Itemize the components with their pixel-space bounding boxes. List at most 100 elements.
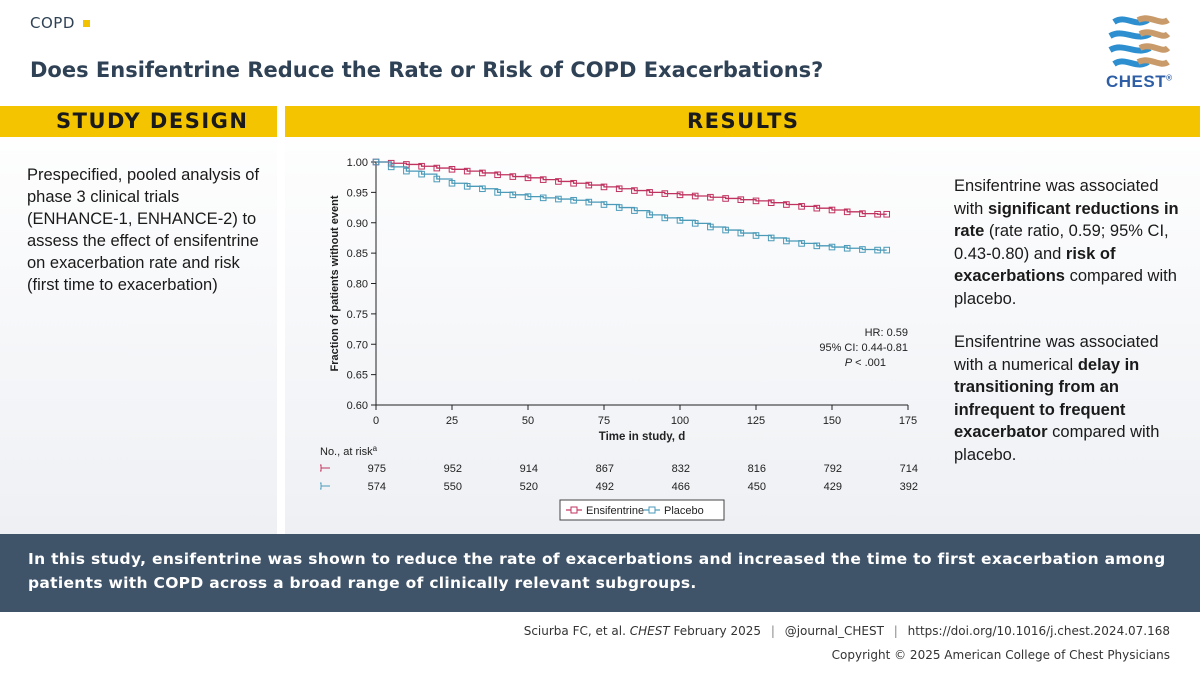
data-point-placebo <box>570 196 577 204</box>
data-point-placebo <box>494 189 501 196</box>
copyright-text: Copyright © 2025 American College of Che… <box>831 648 1170 662</box>
chest-logo-mark-icon <box>1108 15 1171 68</box>
result-2-segment: delay in transitioning from an infrequen… <box>954 355 1140 442</box>
at-risk-value-ensifentrine: 714 <box>900 463 918 475</box>
summary-band <box>0 534 1200 612</box>
data-point-ensifentrine <box>752 197 760 205</box>
data-point-placebo <box>813 242 821 250</box>
data-point-ensifentrine <box>631 187 638 194</box>
at-risk-value-placebo: 520 <box>520 481 538 493</box>
data-point-placebo <box>433 175 441 183</box>
data-point-placebo <box>691 220 699 227</box>
series-line-ensifentrine <box>376 161 887 215</box>
at-risk-legend-marker-placebo <box>320 482 322 490</box>
data-point-placebo <box>372 158 380 166</box>
data-point-placebo <box>722 226 729 234</box>
hr-annotation: HR: 0.59 <box>865 327 908 339</box>
data-point-placebo <box>555 195 562 203</box>
result-2-segment: compared with placebo. <box>954 423 1160 464</box>
citation-separator-1: | <box>770 624 775 638</box>
at-risk-value-ensifentrine: 952 <box>444 463 462 475</box>
data-point-placebo <box>585 198 593 206</box>
data-point-ensifentrine <box>874 210 881 218</box>
data-point-ensifentrine <box>798 203 805 210</box>
topic-text: COPD <box>30 14 75 32</box>
data-point-placebo <box>707 223 714 231</box>
data-point-placebo <box>843 244 851 252</box>
data-point-ensifentrine <box>843 208 851 216</box>
data-point-ensifentrine <box>783 201 790 208</box>
data-point-ensifentrine <box>707 193 714 201</box>
at-risk-value-ensifentrine: 832 <box>672 463 690 475</box>
citation-journal: CHEST <box>629 624 670 638</box>
data-point-placebo <box>646 211 653 219</box>
data-point-ensifentrine <box>570 179 577 187</box>
result-statement-1: Ensifentrine was associated with signifi… <box>954 175 1179 310</box>
data-point-ensifentrine <box>615 185 623 193</box>
data-point-ensifentrine <box>646 189 653 196</box>
y-axis-label: Fraction of patients without event <box>329 195 341 371</box>
study-design-panel: STUDY DESIGN Prespecified, pooled analys… <box>0 106 277 534</box>
p-value-annotation: P < .001 <box>845 357 886 369</box>
data-point-placebo <box>798 240 805 247</box>
results-band: RESULTS <box>285 106 1200 137</box>
data-point-placebo <box>828 243 836 251</box>
y-tick-label: 1.00 <box>347 157 368 169</box>
at-risk-label-text: No., at risk <box>320 446 373 458</box>
legend-label-placebo: Placebo <box>664 505 704 517</box>
x-tick-label: 25 <box>446 415 458 427</box>
journal-handle[interactable]: @journal_CHEST <box>784 624 884 638</box>
data-point-placebo <box>752 232 760 239</box>
y-tick-label: 0.60 <box>347 400 368 412</box>
doi-link[interactable]: https://doi.org/10.1016/j.chest.2024.07.… <box>907 624 1170 638</box>
y-tick-label: 0.65 <box>347 370 368 382</box>
legend-label-ensifentrine: Ensifentrine <box>586 505 644 517</box>
data-point-ensifentrine <box>555 178 562 185</box>
topic-dot-icon <box>82 20 90 27</box>
x-tick-label: 0 <box>373 415 379 427</box>
data-point-placebo <box>737 229 745 237</box>
result-1-segment: significant reductions in rate <box>954 199 1179 241</box>
y-tick-label: 0.75 <box>347 309 368 321</box>
legend-box <box>559 499 725 521</box>
kaplan-meier-chart: 0.60 0.65 0.70 0.75 0.80 0.85 0.90 0.95 1.00 0 25 5… <box>320 157 918 521</box>
x-tick-label: 125 <box>747 415 765 427</box>
y-tick-label: 0.90 <box>347 218 368 230</box>
page-title: Does Ensifentrine Reduce the Rate or Ris… <box>30 58 824 82</box>
result-1-segment: Ensifentrine was associated with <box>954 177 1159 218</box>
x-tick-label: 50 <box>522 415 534 427</box>
data-point-ensifentrine <box>883 210 891 218</box>
legend-marker-ensifentrine <box>570 506 578 514</box>
at-risk-value-ensifentrine: 914 <box>520 463 538 475</box>
data-point-placebo <box>676 217 684 224</box>
x-axis-label: Time in study, d <box>599 431 685 443</box>
data-point-placebo <box>874 246 881 254</box>
x-tick-label: 150 <box>823 415 841 427</box>
study-design-text: Prespecified, pooled analysis of phase 3… <box>27 166 260 294</box>
at-risk-value-ensifentrine: 975 <box>368 463 386 475</box>
data-point-ensifentrine <box>494 171 501 179</box>
at-risk-value-placebo: 450 <box>748 481 766 493</box>
at-risk-value-ensifentrine: 816 <box>748 463 766 475</box>
at-risk-value-placebo: 429 <box>824 481 842 493</box>
chest-logo: CHEST® <box>1106 14 1172 94</box>
y-tick-label: 0.85 <box>347 248 368 260</box>
data-point-ensifentrine <box>539 176 547 183</box>
data-point-ensifentrine <box>859 210 866 217</box>
data-point-placebo <box>631 207 638 214</box>
data-point-ensifentrine <box>767 199 775 207</box>
results-panel: RESULTS <box>285 106 1200 534</box>
result-1-segment: (rate ratio, 0.59; 95% CI, 0.43-0.80) an… <box>954 222 1169 263</box>
data-point-placebo <box>767 234 775 242</box>
result-2-segment: Ensifentrine was associated with a numer… <box>954 333 1159 374</box>
p-symbol: P <box>845 357 853 369</box>
at-risk-label: No., at riska <box>320 444 378 458</box>
logo-text: CHEST <box>1106 72 1167 91</box>
at-risk-superscript: a <box>373 444 378 453</box>
data-point-placebo <box>539 194 547 202</box>
data-point-placebo <box>859 246 866 253</box>
ci-annotation: 95% CI: 0.44-0.81 <box>819 342 908 354</box>
data-point-ensifentrine <box>661 190 669 197</box>
y-tick-label: 0.70 <box>347 339 368 351</box>
data-point-placebo <box>600 201 608 208</box>
